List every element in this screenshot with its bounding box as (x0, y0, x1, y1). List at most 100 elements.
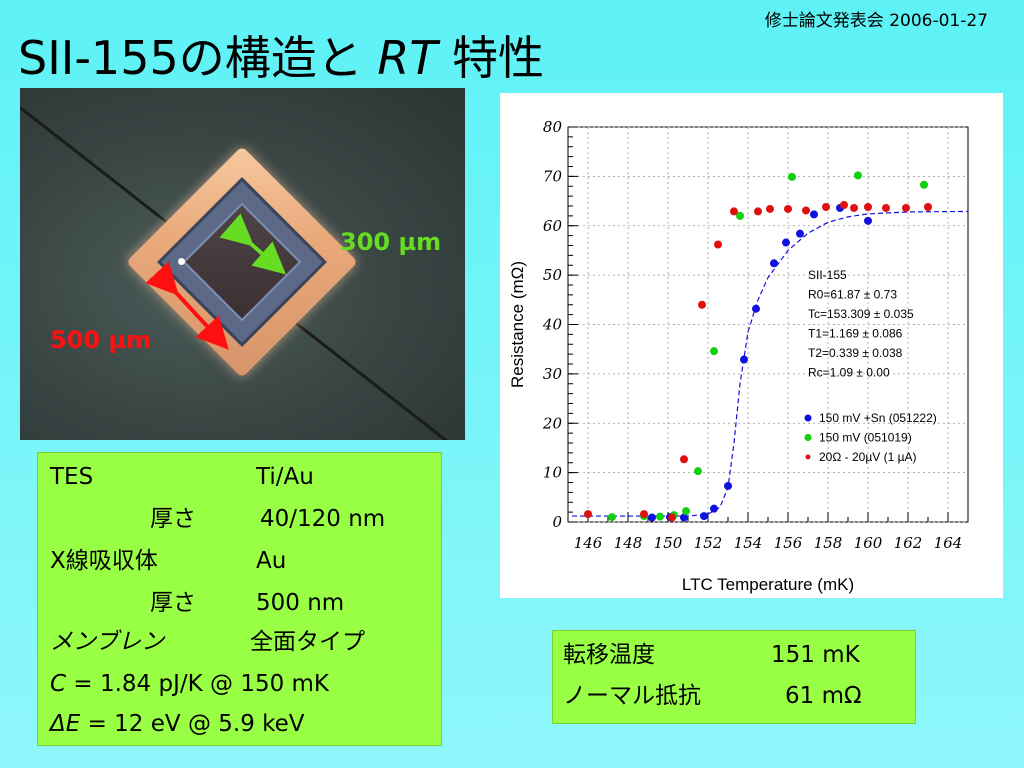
spec-value: 全面タイプ (250, 629, 365, 655)
normal-resistance-label: ノーマル抵抗 (563, 683, 701, 709)
data-point-series-3 (882, 203, 890, 212)
y-tick-label: 20 (542, 414, 563, 432)
x-tick-label: 160 (854, 534, 883, 552)
data-point-series-3 (730, 207, 738, 216)
de-value: = 12 eV @ 5.9 keV (80, 711, 305, 737)
y-tick-label: 40 (542, 316, 563, 334)
data-point-series-1 (724, 481, 732, 490)
x-tick-label: 150 (654, 534, 683, 552)
legend-label: 150 mV (051019) (819, 431, 912, 445)
data-point-series-2 (788, 172, 796, 181)
data-point-series-1 (782, 238, 790, 247)
spec-value: 40/120 nm (260, 506, 386, 532)
data-point-series-3 (714, 240, 722, 249)
normal-resistance-value: 61 mΩ (785, 683, 862, 709)
x-tick-label: 154 (734, 534, 763, 552)
slide-title: SII-155の構造と RT 特性 (18, 22, 544, 88)
y-tick-label: 30 (543, 365, 563, 383)
spec-box: TES Ti/Au 厚さ 40/120 nm X線吸収体 Au 厚さ 500 n… (37, 452, 442, 746)
y-tick-label: 0 (552, 513, 562, 531)
result-box: 転移温度 151 mK ノーマル抵抗 61 mΩ (552, 630, 916, 724)
c-symbol: C (50, 671, 67, 697)
data-point-series-1 (796, 229, 804, 238)
data-point-series-3 (850, 203, 858, 212)
spec-key: 厚さ (150, 590, 196, 616)
fit-param-line: T2=0.339 ± 0.038 (808, 346, 903, 360)
y-tick-label: 50 (543, 266, 563, 284)
data-point-series-3 (640, 510, 648, 519)
heat-capacity: C = 1.84 pJ/K @ 150 mK (50, 665, 329, 704)
x-tick-label: 162 (894, 534, 923, 552)
label-300um: 300 µm (340, 228, 442, 256)
x-axis-label: LTC Temperature (mK) (682, 575, 854, 594)
data-point-series-2 (608, 513, 616, 522)
data-point-series-2 (920, 180, 928, 189)
data-point-series-3 (784, 204, 792, 213)
label-500um: 500 µm (50, 326, 152, 354)
data-point-series-2 (710, 347, 718, 356)
spec-value: 500 nm (256, 590, 345, 616)
data-point-series-1 (648, 513, 656, 522)
data-point-series-3 (754, 207, 762, 216)
x-tick-label: 158 (814, 534, 843, 552)
y-tick-label: 80 (543, 118, 563, 136)
data-point-series-3 (584, 510, 592, 519)
data-point-series-3 (864, 202, 872, 211)
data-point-series-1 (680, 513, 688, 522)
data-point-series-2 (656, 512, 664, 521)
data-point-series-2 (682, 507, 690, 516)
data-point-series-1 (810, 210, 818, 219)
spec-key: TES (50, 464, 94, 490)
rt-chart: 146 148 150 152 154 156 158 160 162 164 0 10 20 30 40 5… (508, 118, 969, 594)
y-tick-label: 10 (543, 464, 563, 482)
data-point-series-2 (736, 211, 744, 220)
arrow-green (219, 213, 287, 275)
spec-key: メンブレン (50, 629, 165, 655)
spec-value: Au (256, 548, 287, 574)
data-point-series-3 (766, 204, 774, 213)
data-point-series-1 (752, 304, 760, 313)
transition-temp-label: 転移温度 (563, 642, 655, 668)
data-point-series-3 (840, 201, 848, 210)
rt-chart-panel: 146 148 150 152 154 156 158 160 162 164 0 10 20 30 40 5… (500, 93, 1003, 598)
fit-param-line: Tc=153.309 ± 0.035 (808, 307, 914, 321)
data-point-series-3 (822, 202, 830, 211)
data-point-series-2 (694, 467, 702, 476)
data-point-series-3 (698, 300, 706, 309)
title-tail: 特性 (452, 31, 545, 85)
data-point-series-2 (854, 171, 862, 180)
legend-label: 20Ω - 20µV (1 µA) (819, 450, 917, 464)
data-point-series-1 (864, 216, 872, 225)
fit-param-line: Rc=1.09 ± 0.00 (808, 366, 890, 380)
data-point-series-1 (710, 504, 718, 513)
x-tick-label: 146 (574, 534, 603, 552)
data-point-series-3 (668, 513, 676, 522)
x-tick-label: 148 (614, 534, 643, 552)
data-point-series-1 (740, 355, 748, 364)
spec-key: X線吸収体 (50, 548, 158, 574)
fit-param-line: SII-155 (808, 268, 847, 282)
x-tick-label: 152 (694, 534, 723, 552)
arrow-red (145, 261, 229, 350)
device-photo: 300 µm 500 µm (20, 88, 465, 440)
spec-key: 厚さ (150, 506, 196, 532)
de-symbol: ΔE (50, 711, 81, 737)
energy-resolution: ΔE = 12 eV @ 5.9 keV (50, 705, 305, 744)
data-point-series-3 (924, 202, 932, 211)
legend-label: 150 mV +Sn (051222) (819, 411, 937, 425)
y-axis-label: Resistance (mΩ) (508, 261, 527, 388)
y-tick-label: 60 (543, 217, 563, 235)
transition-temp-value: 151 mK (771, 642, 860, 668)
legend-marker (804, 434, 812, 441)
spec-value: Ti/Au (256, 464, 314, 490)
legend-marker (804, 414, 812, 422)
c-value: = 1.84 pJ/K @ 150 mK (66, 671, 330, 697)
x-tick-label: 164 (934, 534, 963, 552)
data-point-series-3 (680, 455, 688, 464)
data-point-series-3 (902, 203, 910, 212)
y-tick-label: 70 (543, 167, 563, 185)
title-rt: RT (377, 31, 438, 85)
legend-marker (805, 454, 811, 460)
fit-param-line: T1=1.169 ± 0.086 (808, 327, 903, 341)
data-point-series-1 (770, 259, 778, 268)
